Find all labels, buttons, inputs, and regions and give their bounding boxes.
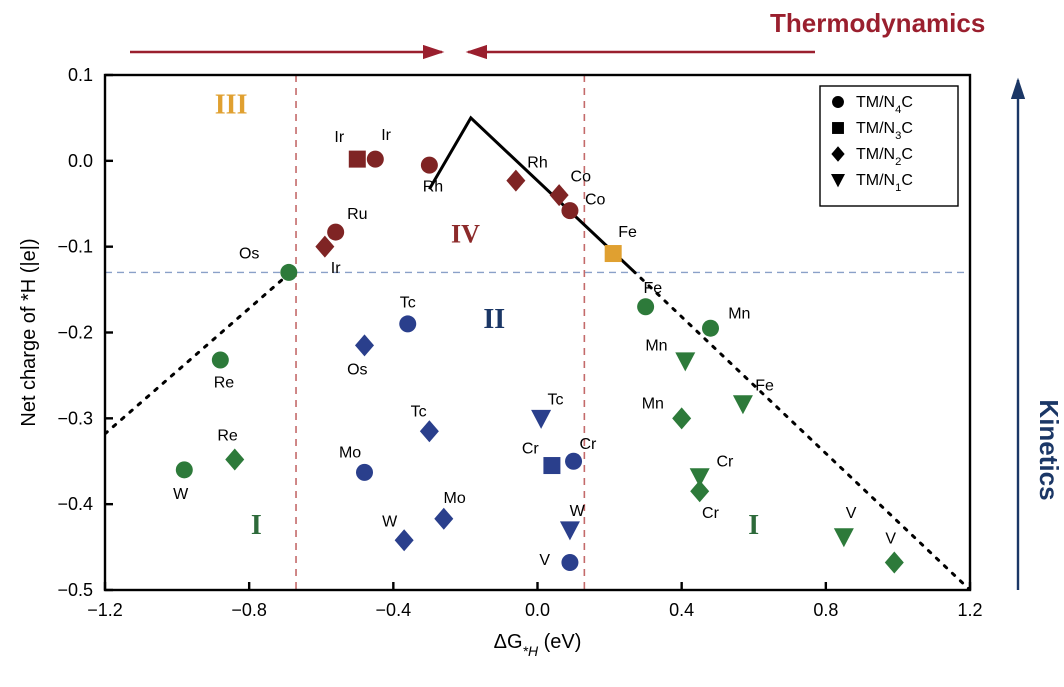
data-point-label: Ru [347,206,367,223]
x-axis-label: ΔG*H (eV) [494,631,582,659]
region-label: II [483,304,505,335]
data-point-label: Co [571,168,592,185]
data-point [543,457,560,474]
data-point-label: Cr [522,440,540,457]
data-point-label: W [382,513,398,530]
y-tick-label: −0.1 [57,237,93,257]
data-point [176,461,193,478]
y-axis-label: Net charge of *H (|e|) [18,238,40,426]
data-point [561,202,578,219]
figure-container: −1.2 −0.8 −0.4 0.0 0.4 0.8 1.2 −0.5 −0.4 −0.3 −0.2… [0,0,1064,687]
region-label: I [251,510,262,541]
x-tick-label: 1.2 [957,600,982,620]
data-point-label: Re [217,428,238,445]
data-point-label: Ir [381,127,391,144]
data-point [367,151,384,168]
data-point-label: Tc [400,294,416,311]
data-point-label: Ir [331,260,341,277]
data-point-label: Mn [728,306,750,323]
data-point-label: Os [347,361,367,378]
y-tick-label: −0.2 [57,323,93,343]
y-tick-label: −0.3 [57,408,93,428]
data-point [561,554,578,571]
region-label: III [215,90,248,121]
data-point [212,351,229,368]
region-label: IV [451,219,480,248]
data-point-label: Mn [645,337,667,354]
data-point-label: Cr [702,505,720,522]
data-point-label: Rh [527,155,547,172]
y-tick-label: −0.5 [57,580,93,600]
x-tick-label: −0.8 [231,600,267,620]
data-point-label: Fe [755,378,774,395]
data-point-label: V [539,552,550,569]
data-point-label: Mn [642,396,664,413]
data-point [327,224,344,241]
data-point-label: V [846,505,857,522]
thermodynamics-label: Thermodynamics [770,8,985,38]
data-point [637,298,654,315]
x-tick-label: 0.4 [669,600,694,620]
y-tick-label: 0.1 [68,65,93,85]
data-point-label: Mo [443,490,465,507]
data-point-label: Tc [548,391,564,408]
data-point-label: Ir [334,129,344,146]
x-tick-label: −1.2 [87,600,123,620]
data-point-label: Fe [643,280,662,297]
data-point-label: Cr [580,436,598,453]
data-point-label: V [885,531,896,548]
data-point [280,264,297,281]
data-point-label: W [173,486,189,503]
data-point-label: Co [585,191,606,208]
y-tick-label: 0.0 [68,151,93,171]
scatter-chart: −1.2 −0.8 −0.4 0.0 0.4 0.8 1.2 −0.5 −0.4 −0.3 −0.2… [0,0,1064,687]
data-point [356,464,373,481]
x-tick-label: 0.0 [525,600,550,620]
y-tick-label: −0.4 [57,494,93,514]
data-point-label: Tc [411,403,427,420]
data-point [349,151,366,168]
data-point-label: Re [214,374,235,391]
x-tick-label: −0.4 [376,600,412,620]
data-point [421,157,438,174]
data-point-label: Os [239,246,259,263]
data-point-label: Mo [339,445,361,462]
data-point-label: Rh [423,179,443,196]
kinetics-label: Kinetics [1034,399,1064,500]
data-point-label: Fe [618,224,637,241]
x-tick-label: 0.8 [813,600,838,620]
data-point-label: W [570,503,586,520]
data-point [399,315,416,332]
data-point [702,320,719,337]
data-point [565,453,582,470]
region-label: I [748,510,759,541]
data-point [605,245,622,262]
data-point-label: Cr [716,453,734,470]
